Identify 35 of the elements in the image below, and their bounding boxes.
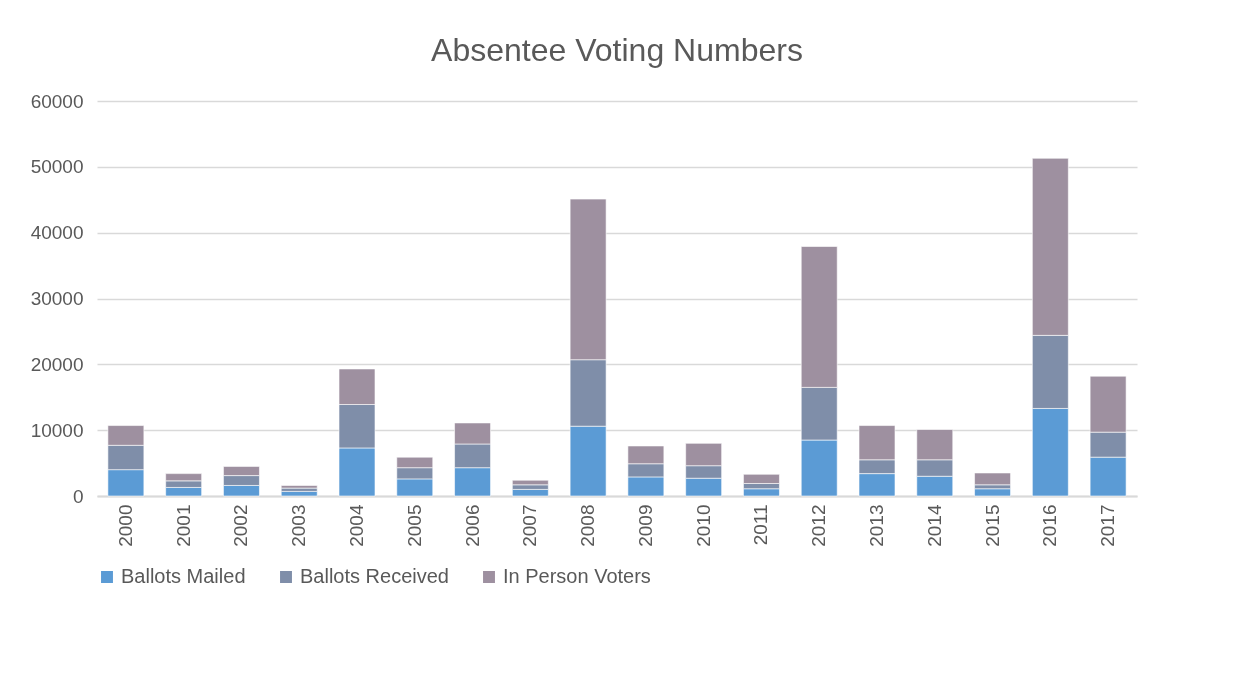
chart-title: Absentee Voting Numbers	[431, 32, 803, 68]
x-tick-label: 2010	[692, 504, 714, 547]
legend-label: Ballots Received	[300, 565, 449, 587]
y-tick-label: 50000	[30, 156, 84, 178]
x-tick-label: 2016	[1039, 504, 1061, 547]
x-tick-label: 2006	[461, 504, 483, 547]
x-tick-label: 2017	[1097, 504, 1119, 547]
y-tick-label: 0	[72, 485, 84, 507]
x-tick-label: 2009	[634, 504, 656, 547]
y-tick-label: 30000	[30, 288, 84, 309]
x-tick-label: 2015	[981, 504, 1003, 547]
x-tick-label: 2014	[923, 504, 945, 547]
y-tick-label: 40000	[30, 222, 84, 244]
x-tick-label: 2013	[866, 504, 887, 547]
y-tick-label: 20000	[30, 353, 84, 375]
bar	[512, 489, 549, 497]
x-tick-label: 2003	[288, 504, 310, 547]
x-tick-label: 2011	[750, 504, 772, 546]
x-tick-label: 2005	[403, 504, 425, 547]
x-tick-label: 2007	[519, 504, 541, 547]
x-tick-label: 2001	[172, 504, 194, 547]
bar	[512, 479, 549, 486]
x-tick-label: 2002	[230, 504, 252, 547]
legend-label: In Person Voters	[503, 565, 651, 587]
y-tick-label: 60000	[30, 90, 84, 112]
x-tick-label: 2000	[114, 504, 136, 547]
bar	[974, 488, 1011, 497]
bar	[280, 491, 318, 497]
bar	[743, 488, 780, 497]
x-tick-label: 2004	[346, 504, 367, 547]
legend-label: Ballots Mailed	[121, 565, 246, 587]
x-tick-label: 2008	[577, 504, 599, 547]
bar	[974, 472, 1011, 486]
x-tick-label: 2012	[808, 504, 830, 547]
y-tick-label: 10000	[30, 419, 84, 441]
